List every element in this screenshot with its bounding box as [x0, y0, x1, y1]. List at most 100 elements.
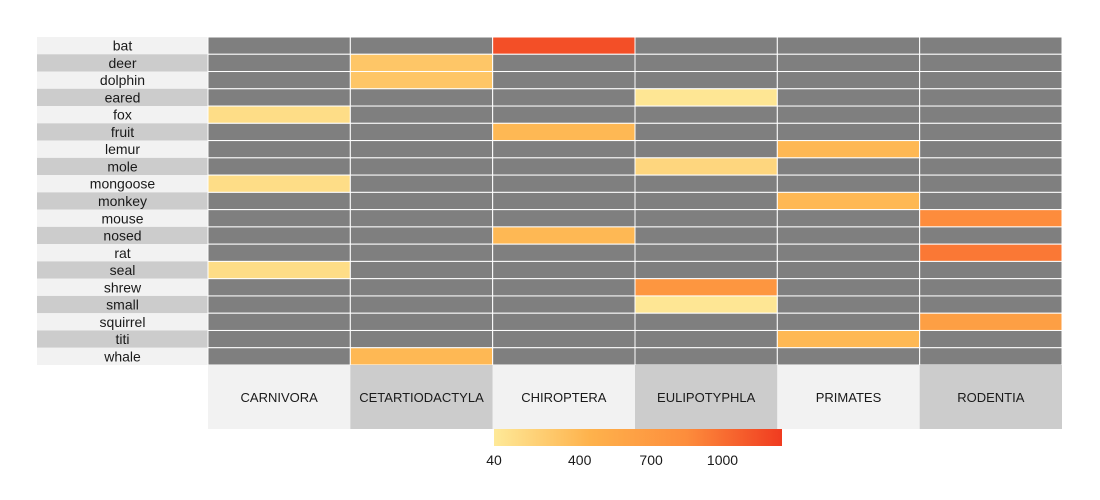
heatmap-cell-empty — [492, 140, 636, 159]
heatmap-cell-filled — [349, 347, 494, 366]
row-label-fox: fox — [113, 107, 132, 123]
column-label-band — [635, 365, 778, 429]
column-label-band — [777, 365, 920, 429]
heatmap-cell-empty — [207, 53, 351, 73]
column-label-cetartiodactyla: CETARTIODACTYLA — [359, 390, 484, 405]
row-label-band — [37, 278, 208, 296]
heatmap-cell-empty — [919, 105, 1063, 124]
heatmap-cell-empty — [349, 329, 494, 349]
heatmap-cell-filled — [349, 71, 494, 90]
row-label-lemur: lemur — [105, 141, 140, 157]
column-label-primates: PRIMATES — [816, 390, 882, 405]
heatmap-cell-empty — [919, 260, 1063, 280]
heatmap-cell-empty — [776, 209, 921, 228]
heatmap-cell-empty — [207, 329, 351, 349]
heatmap-cell-filled — [919, 312, 1063, 331]
heatmap-cell-empty — [207, 209, 351, 228]
heatmap-cell-empty — [492, 191, 636, 211]
heatmap-cell-empty — [349, 140, 494, 159]
heatmap-cell-filled — [492, 122, 636, 142]
heatmap-cell-empty — [492, 243, 636, 262]
heatmap-cell-empty — [349, 209, 494, 228]
column-label-carnivora: CARNIVORA — [241, 390, 319, 405]
heatmap-cell-empty — [634, 140, 778, 159]
colorbar-tick-label: 40 — [486, 452, 502, 468]
heatmap-cell-empty — [207, 140, 351, 159]
row-label-band — [37, 123, 208, 141]
heatmap-cell-empty — [207, 312, 351, 331]
heatmap-cell-empty — [919, 122, 1063, 142]
heatmap-cell-filled — [349, 53, 494, 73]
heatmap-cell-filled — [492, 226, 636, 245]
row-label-band — [37, 88, 208, 107]
row-label-rat: rat — [114, 245, 130, 261]
heatmap-cell-empty — [634, 105, 778, 124]
heatmap-cell-empty — [492, 157, 636, 176]
row-label-band — [37, 261, 208, 279]
row-label-band — [37, 37, 208, 55]
row-label-mouse: mouse — [101, 210, 143, 226]
heatmap-cell-empty — [492, 209, 636, 228]
heatmap-cell-empty — [919, 191, 1063, 211]
heatmap-cell-filled — [634, 278, 778, 297]
heatmap-cell-empty — [634, 191, 778, 211]
row-label-squirrel: squirrel — [100, 314, 146, 330]
row-label-shrew: shrew — [104, 279, 142, 295]
heatmap-cell-empty — [776, 174, 921, 193]
row-label-small: small — [106, 297, 139, 313]
row-label-monkey: monkey — [98, 193, 147, 209]
heatmap-cell-empty — [919, 53, 1063, 73]
row-label-whale: whale — [103, 348, 141, 364]
heatmap-cell-empty — [776, 226, 921, 245]
heatmap-cell-empty — [492, 88, 636, 107]
column-label-band — [208, 365, 351, 429]
heatmap-cell-empty — [776, 105, 921, 124]
heatmap-cell-empty — [919, 157, 1063, 176]
heatmap-cell-empty — [634, 347, 778, 366]
row-label-band — [37, 175, 208, 193]
heatmap-cell-empty — [634, 312, 778, 331]
row-label-band — [37, 71, 208, 89]
heatmap-cell-empty — [492, 174, 636, 193]
heatmap-cell-filled — [207, 105, 351, 124]
heatmap-cell-empty — [776, 122, 921, 142]
heatmap-cell-empty — [207, 157, 351, 176]
row-label-band — [37, 140, 208, 158]
heatmap-cell-empty — [634, 329, 778, 349]
heatmap-cell-empty — [919, 36, 1063, 55]
heatmap-cell-empty — [349, 260, 494, 280]
heatmap-cell-empty — [919, 329, 1063, 349]
heatmap-cell-empty — [634, 174, 778, 193]
heatmap-cell-empty — [776, 53, 921, 73]
row-label-mongoose: mongoose — [90, 176, 156, 192]
column-label-eulipotyphla: EULIPOTYPHLA — [657, 390, 756, 405]
row-label-deer: deer — [108, 55, 136, 71]
colorbar-gradient — [494, 429, 782, 446]
heatmap-cell-empty — [207, 243, 351, 262]
heatmap-cell-empty — [776, 260, 921, 280]
heatmap-cell-empty — [207, 88, 351, 107]
heatmap-cell-empty — [634, 226, 778, 245]
heatmap-cell-empty — [634, 209, 778, 228]
heatmap-cell-empty — [349, 174, 494, 193]
heatmap-cell-empty — [207, 295, 351, 314]
row-label-eared: eared — [105, 89, 141, 105]
column-label-band — [350, 365, 493, 429]
heatmap-cell-empty — [919, 347, 1063, 366]
column-label-band — [492, 365, 635, 429]
row-label-band — [37, 192, 208, 210]
column-label-rodentia: RODENTIA — [957, 390, 1025, 405]
heatmap-cell-filled — [492, 36, 636, 55]
heatmap-cell-empty — [349, 105, 494, 124]
heatmap-cell-empty — [919, 295, 1063, 314]
heatmap-cell-empty — [634, 122, 778, 142]
heatmap-cell-empty — [207, 122, 351, 142]
heatmap-cell-empty — [492, 53, 636, 73]
heatmap-cell-empty — [492, 295, 636, 314]
heatmap-cell-empty — [634, 260, 778, 280]
row-label-fruit: fruit — [111, 124, 134, 140]
heatmap-cell-empty — [492, 71, 636, 90]
heatmap-cell-filled — [634, 88, 778, 107]
heatmap-cell-empty — [919, 140, 1063, 159]
